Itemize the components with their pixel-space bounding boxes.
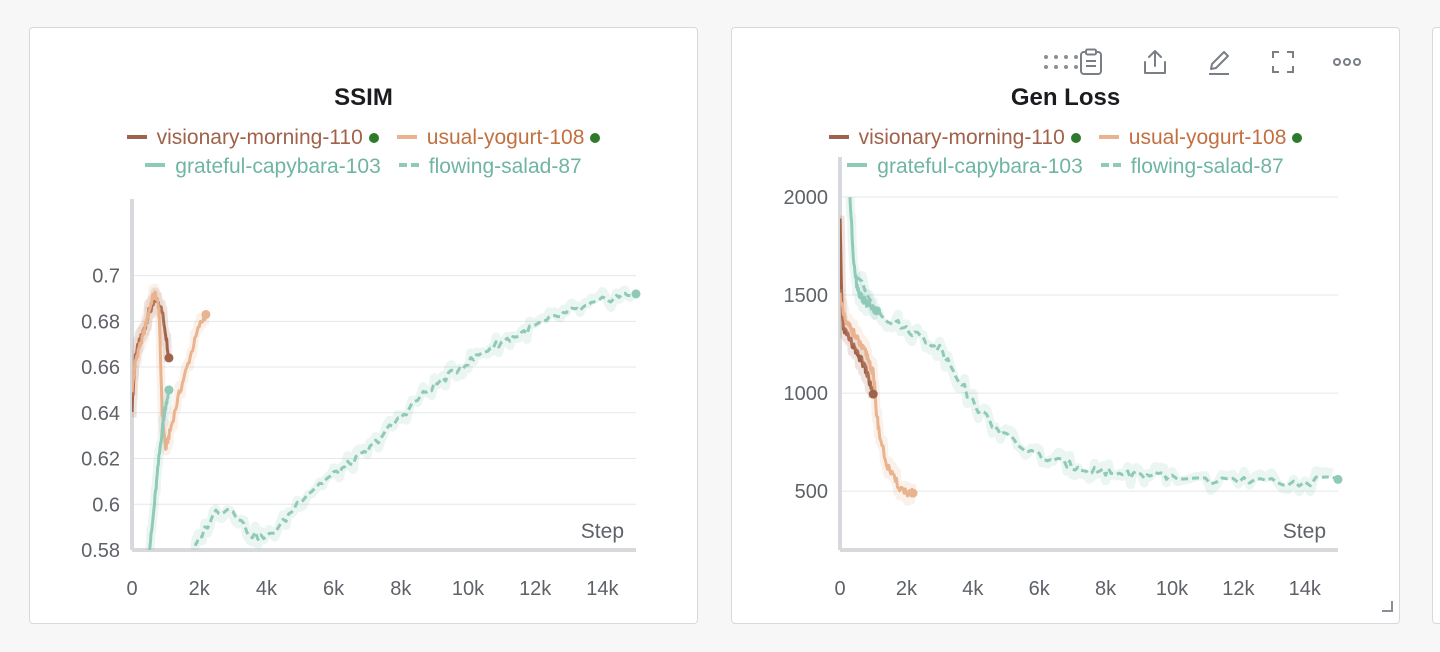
series-line-visionary-morning-110 bbox=[840, 218, 875, 397]
series-line-usual-yogurt-108 bbox=[132, 290, 208, 451]
x-tick-label: 12k bbox=[1222, 578, 1255, 600]
edit-icon[interactable] bbox=[1187, 45, 1251, 79]
chart-legend: visionary-morning-110 usual-yogurt-108 gra… bbox=[732, 124, 1399, 181]
series-end-point bbox=[201, 309, 211, 319]
legend-item[interactable]: flowing-salad-87 bbox=[1100, 153, 1284, 181]
run-active-dot-icon bbox=[1070, 132, 1081, 143]
chart-panel-ssim[interactable]: SSIM visionary-morning-110 usual-yogurt-1… bbox=[29, 27, 698, 624]
legend-row: grateful-capybara-103 flowing-salad-87 bbox=[732, 152, 1399, 180]
share-icon[interactable] bbox=[1123, 45, 1187, 79]
series-end-point bbox=[908, 488, 918, 498]
x-tick-label: 0 bbox=[834, 578, 845, 600]
series-end-point bbox=[868, 389, 878, 399]
more-icon[interactable] bbox=[1315, 45, 1379, 79]
legend-item[interactable]: grateful-capybara-103 bbox=[847, 153, 1083, 181]
legend-label: usual-yogurt-108 bbox=[426, 126, 585, 150]
drag-handle-icon[interactable] bbox=[1042, 52, 1090, 77]
legend-swatch bbox=[847, 163, 868, 168]
legend-item[interactable]: flowing-salad-87 bbox=[398, 153, 582, 181]
legend-label: flowing-salad-87 bbox=[428, 154, 582, 178]
y-tick-label: 0.68 bbox=[81, 311, 120, 333]
series-line-usual-yogurt-108 bbox=[840, 292, 915, 498]
legend-row: visionary-morning-110 usual-yogurt-108 bbox=[30, 124, 697, 152]
run-active-dot-icon bbox=[1292, 132, 1303, 143]
legend-swatch bbox=[1100, 163, 1121, 168]
legend-row: grateful-capybara-103 flowing-salad-87 bbox=[30, 152, 697, 180]
legend-item[interactable]: visionary-morning-110 bbox=[126, 124, 379, 152]
legend-item[interactable]: grateful-capybara-103 bbox=[145, 153, 381, 181]
x-tick-label: 14k bbox=[1289, 578, 1322, 600]
x-tick-label: 4k bbox=[962, 578, 984, 600]
x-axis-title: Step bbox=[581, 520, 624, 543]
y-tick-label: 0.58 bbox=[81, 540, 120, 562]
x-tick-label: 14k bbox=[586, 578, 619, 600]
plot-area bbox=[132, 283, 638, 550]
y-tick-label: 1500 bbox=[784, 285, 829, 307]
y-tick-label: 500 bbox=[795, 481, 828, 503]
y-tick-label: 0.6 bbox=[92, 494, 120, 516]
x-tick-label: 6k bbox=[323, 578, 345, 600]
legend-swatch bbox=[126, 134, 147, 139]
series-band bbox=[190, 285, 637, 550]
x-axis-title: Step bbox=[1283, 520, 1326, 543]
series-band bbox=[853, 271, 1334, 497]
legend-label: usual-yogurt-108 bbox=[1128, 126, 1287, 150]
y-tick-label: 0.7 bbox=[92, 266, 120, 288]
chart-legend: visionary-morning-110 usual-yogurt-108 gra… bbox=[30, 124, 697, 181]
x-tick-label: 2k bbox=[896, 578, 918, 600]
legend-label: flowing-salad-87 bbox=[1130, 154, 1284, 178]
series-end-point bbox=[872, 306, 882, 316]
series-end-point bbox=[1333, 474, 1343, 484]
panel-toolbar bbox=[1059, 45, 1379, 79]
legend-item[interactable]: usual-yogurt-108 bbox=[396, 124, 601, 152]
chart-panel-partial[interactable] bbox=[1432, 27, 1440, 624]
series-band bbox=[132, 283, 210, 456]
legend-swatch bbox=[398, 163, 419, 168]
legend-label: visionary-morning-110 bbox=[156, 126, 363, 150]
series-end-point bbox=[164, 385, 174, 395]
clipboard-icon[interactable] bbox=[1059, 45, 1123, 79]
x-tick-label: 6k bbox=[1029, 578, 1051, 600]
y-tick-label: 1000 bbox=[784, 383, 829, 405]
run-active-dot-icon bbox=[368, 132, 379, 143]
series-line-flowing-salad-87 bbox=[193, 291, 638, 550]
y-tick-label: 0.64 bbox=[81, 403, 120, 425]
series-line-flowing-salad-87 bbox=[855, 276, 1339, 488]
chart-panel-gen-loss[interactable]: Gen Loss visionary-morning-110 usual-yogu… bbox=[731, 27, 1400, 624]
legend-swatch bbox=[1098, 134, 1119, 139]
x-tick-label: 8k bbox=[1095, 578, 1117, 600]
fullscreen-icon[interactable] bbox=[1251, 45, 1315, 79]
gen-loss-chart[interactable]: 500 1000 1500 2000 0 2k 4k 6k 8k 10k 12k 14k Step bbox=[732, 28, 1401, 625]
legend-row: visionary-morning-110 usual-yogurt-108 bbox=[732, 124, 1399, 152]
legend-swatch bbox=[828, 134, 849, 139]
ssim-chart[interactable]: 0.58 0.6 0.62 0.64 0.66 0.68 0.7 0 2k 4k 6k 8k 10k 12… bbox=[30, 28, 699, 625]
legend-swatch bbox=[396, 134, 417, 139]
y-tick-label: 2000 bbox=[784, 187, 829, 209]
x-tick-label: 8k bbox=[390, 578, 412, 600]
legend-label: grateful-capybara-103 bbox=[877, 154, 1083, 178]
run-active-dot-icon bbox=[590, 132, 601, 143]
x-tick-label: 4k bbox=[256, 578, 278, 600]
chart-title: Gen Loss bbox=[1010, 84, 1121, 111]
legend-label: visionary-morning-110 bbox=[858, 126, 1065, 150]
plot-area bbox=[840, 197, 1339, 507]
x-tick-label: 10k bbox=[452, 578, 485, 600]
resize-handle-icon[interactable] bbox=[1380, 599, 1394, 618]
y-tick-label: 0.62 bbox=[81, 449, 120, 471]
x-tick-label: 0 bbox=[126, 578, 137, 600]
legend-swatch bbox=[145, 163, 166, 168]
series-end-point bbox=[631, 289, 641, 299]
legend-label: grateful-capybara-103 bbox=[175, 154, 381, 178]
series-line-grateful-capybara-103 bbox=[148, 389, 171, 550]
series-end-point bbox=[164, 353, 174, 363]
x-tick-label: 10k bbox=[1156, 578, 1189, 600]
x-tick-label: 12k bbox=[519, 578, 552, 600]
legend-item[interactable]: visionary-morning-110 bbox=[828, 124, 1081, 152]
legend-item[interactable]: usual-yogurt-108 bbox=[1098, 124, 1303, 152]
y-tick-label: 0.66 bbox=[81, 357, 120, 379]
chart-title: SSIM bbox=[334, 84, 393, 111]
x-tick-label: 2k bbox=[189, 578, 211, 600]
